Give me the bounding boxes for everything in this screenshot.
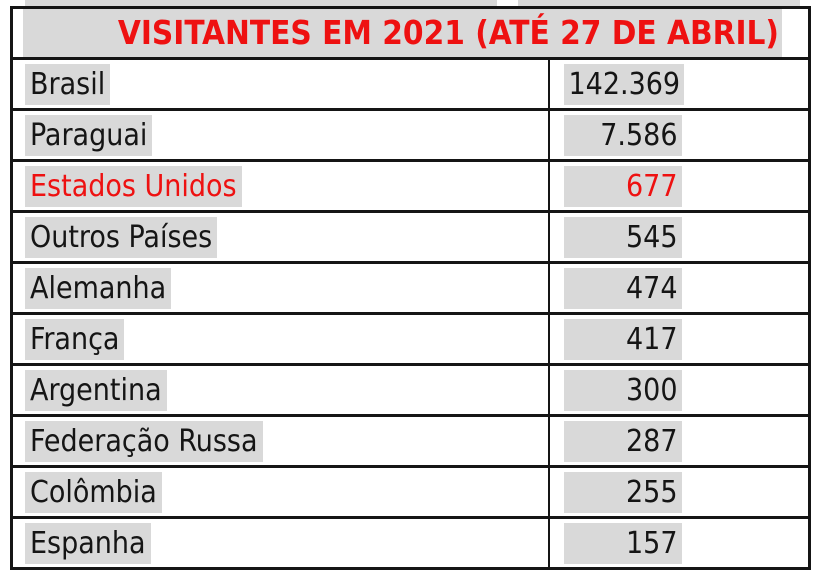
table-header-row: VISITANTES EM 2021 (ATÉ 27 DE ABRIL)	[10, 6, 811, 60]
country-label: França	[25, 318, 125, 360]
country-cell: Alemanha	[11, 261, 550, 315]
table-row: Colômbia 255	[11, 465, 810, 519]
table-row: Brasil 142.369	[11, 57, 810, 111]
country-label: Alemanha	[25, 267, 172, 309]
visitors-cell: 300	[547, 363, 810, 417]
visitors-value: 157	[563, 522, 682, 564]
table-row: Paraguai 7.586	[11, 108, 810, 162]
country-cell: Brasil	[11, 57, 550, 111]
table-row: Argentina 300	[11, 363, 810, 417]
country-cell: Outros Países	[11, 210, 550, 264]
country-cell: Colômbia	[11, 465, 550, 519]
visitors-cell: 255	[547, 465, 810, 519]
visitors-value: 142.369	[563, 63, 685, 105]
visitors-cell: 142.369	[547, 57, 810, 111]
visitors-value: 417	[563, 318, 682, 360]
visitors-value: 545	[563, 216, 682, 258]
country-label: Espanha	[25, 522, 151, 564]
visitors-value: 474	[563, 267, 682, 309]
visitors-cell: 677	[547, 159, 810, 213]
table-row: Espanha 157	[11, 516, 810, 570]
table-title: VISITANTES EM 2021 (ATÉ 27 DE ABRIL)	[23, 9, 782, 57]
table-row: Federação Russa 287	[11, 414, 810, 468]
country-cell: Federação Russa	[11, 414, 550, 468]
table-title-cell: VISITANTES EM 2021 (ATÉ 27 DE ABRIL)	[10, 6, 811, 60]
country-label: Colômbia	[25, 471, 162, 513]
visitors-cell: 7.586	[547, 108, 810, 162]
country-label: Paraguai	[25, 114, 153, 156]
visitors-value: 300	[563, 369, 682, 411]
country-cell: França	[11, 312, 550, 366]
table-row: Outros Países 545	[11, 210, 810, 264]
visitors-value: 287	[563, 420, 682, 462]
visitors-cell: 157	[547, 516, 810, 570]
visitors-value: 7.586	[563, 114, 682, 156]
table-row-accent: Estados Unidos 677	[11, 159, 810, 213]
country-label: Federação Russa	[25, 420, 263, 462]
country-cell: Espanha	[11, 516, 550, 570]
country-cell: Paraguai	[11, 108, 550, 162]
table-row: França 417	[11, 312, 810, 366]
visitors-value: 677	[563, 165, 682, 207]
visitors-cell: 287	[547, 414, 810, 468]
country-label: Brasil	[25, 63, 111, 105]
visitors-table: VISITANTES EM 2021 (ATÉ 27 DE ABRIL) Bra…	[10, 6, 811, 570]
country-label: Estados Unidos	[25, 165, 242, 207]
country-label: Outros Países	[25, 216, 218, 258]
visitors-cell: 417	[547, 312, 810, 366]
country-cell: Argentina	[11, 363, 550, 417]
country-cell: Estados Unidos	[11, 159, 550, 213]
visitors-cell: 474	[547, 261, 810, 315]
cropped-content-strip-right	[518, 0, 800, 6]
visitors-cell: 545	[547, 210, 810, 264]
country-label: Argentina	[25, 369, 167, 411]
visitors-value: 255	[563, 471, 682, 513]
cropped-content-strip-left	[25, 0, 497, 6]
table-row: Alemanha 474	[11, 261, 810, 315]
